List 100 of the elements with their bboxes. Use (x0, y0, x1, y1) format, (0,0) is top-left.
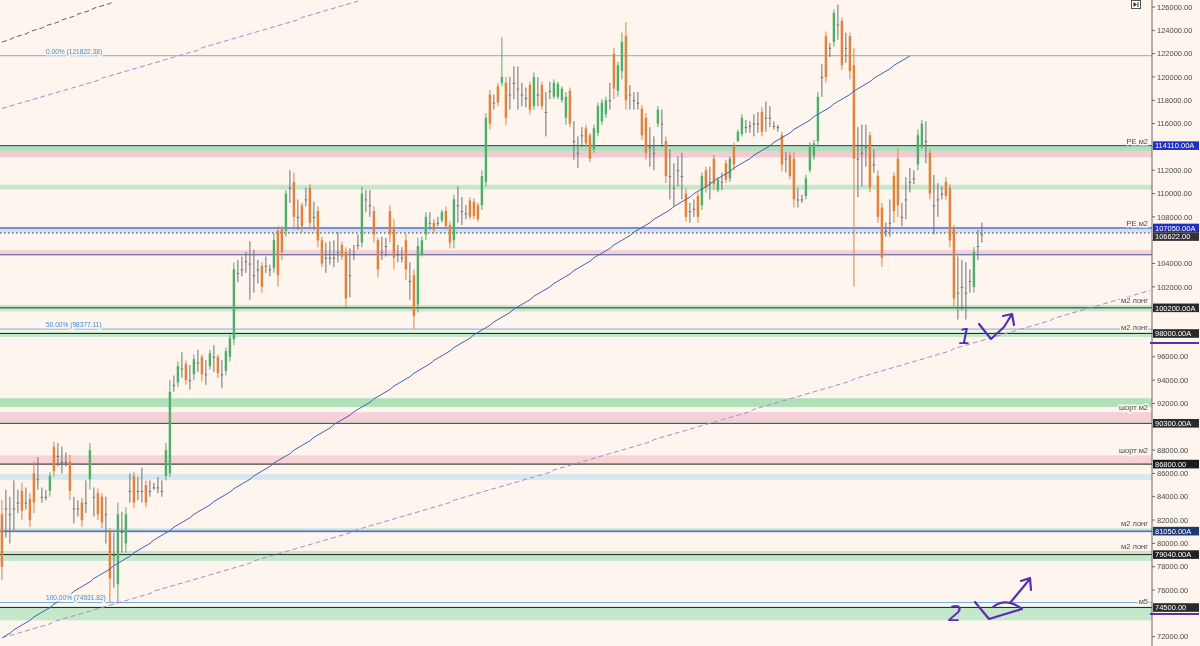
candlestick (408, 261, 412, 301)
candlestick (72, 496, 76, 525)
candlestick (140, 467, 144, 504)
candlestick (328, 240, 332, 266)
candlestick (900, 202, 904, 227)
candlestick (888, 198, 892, 238)
candlestick (680, 152, 684, 200)
candlestick (544, 91, 548, 137)
candlestick (44, 489, 48, 501)
candlestick (508, 76, 512, 111)
candlestick (196, 349, 200, 373)
candlestick (188, 364, 192, 390)
candlestick (660, 109, 664, 148)
candlestick (648, 126, 652, 168)
candlestick (304, 187, 308, 207)
candlestick (572, 120, 576, 161)
candlestick (968, 268, 972, 294)
candlestick (764, 100, 768, 133)
candlestick (820, 63, 824, 98)
candlestick (264, 256, 268, 274)
candlestick (776, 124, 780, 133)
candlestick (268, 264, 272, 277)
candlestick (512, 65, 516, 100)
candlestick (8, 496, 12, 544)
candlestick (336, 231, 340, 263)
candlestick (520, 82, 524, 107)
candlestick (356, 233, 360, 251)
candlestick (924, 120, 928, 164)
candlestick (76, 499, 80, 518)
candlestick (536, 76, 540, 107)
candlestick (460, 196, 464, 226)
candlestick (956, 256, 960, 320)
candlestick (580, 126, 584, 148)
candlestick (524, 86, 528, 108)
candlestick (120, 511, 124, 554)
candlestick (960, 259, 964, 311)
candlestick (932, 174, 936, 235)
candlestick (516, 65, 520, 111)
candlestick (800, 194, 804, 204)
candlestick (692, 198, 696, 218)
candlestick (92, 486, 96, 518)
candlestick (912, 169, 916, 185)
candlestick (784, 151, 788, 174)
candlestick (672, 162, 676, 207)
candlestick (428, 211, 432, 231)
candlestick (40, 486, 44, 504)
candlestick (204, 359, 208, 386)
candlestick (12, 479, 16, 532)
line-series (1, 0, 359, 109)
candlestick (904, 176, 908, 220)
candlestick (400, 246, 404, 263)
candlestick (104, 496, 108, 544)
candlestick (936, 182, 940, 218)
candlestick (368, 189, 372, 218)
candlestick (548, 81, 552, 100)
candlestick (744, 119, 748, 134)
candlestick (244, 251, 248, 274)
candlestick (668, 148, 672, 200)
candlestick (748, 120, 752, 134)
candlestick (652, 135, 656, 171)
candlestick (772, 120, 776, 130)
candlestick (56, 442, 60, 467)
candlestick (36, 456, 40, 491)
candlestick (24, 486, 28, 511)
candlestick (252, 249, 256, 294)
candlestick (436, 216, 440, 227)
candlestick (864, 124, 868, 168)
candlestick (352, 244, 356, 261)
candlestick (348, 247, 352, 298)
candlestick (856, 126, 860, 198)
candlestick (240, 256, 244, 277)
candlestick (632, 91, 636, 111)
candlestick (708, 166, 712, 200)
candlestick (332, 239, 336, 268)
candlestick (324, 242, 328, 274)
candlestick (828, 42, 832, 58)
candlestick (236, 259, 240, 283)
candlestick (180, 351, 184, 379)
candlestick (836, 4, 840, 41)
candlestick (384, 237, 388, 258)
candlestick (160, 479, 164, 498)
line-series (1, 55, 911, 639)
candlestick (136, 476, 140, 501)
line-series (1, 289, 1151, 639)
candlestick (220, 359, 224, 389)
candlestick (64, 451, 68, 467)
candlestick (844, 32, 848, 64)
candlestick (908, 167, 912, 193)
candlestick (980, 222, 984, 244)
candlestick (964, 261, 968, 320)
candlestick (492, 93, 496, 111)
candlestick (84, 479, 88, 514)
candlestick (688, 202, 692, 224)
candlestick (608, 82, 612, 111)
candlestick (940, 186, 944, 200)
candlestick (756, 111, 760, 134)
candlestick (60, 446, 64, 474)
candlestick (248, 240, 252, 301)
candlestick (752, 113, 756, 137)
candlestick (576, 135, 580, 169)
